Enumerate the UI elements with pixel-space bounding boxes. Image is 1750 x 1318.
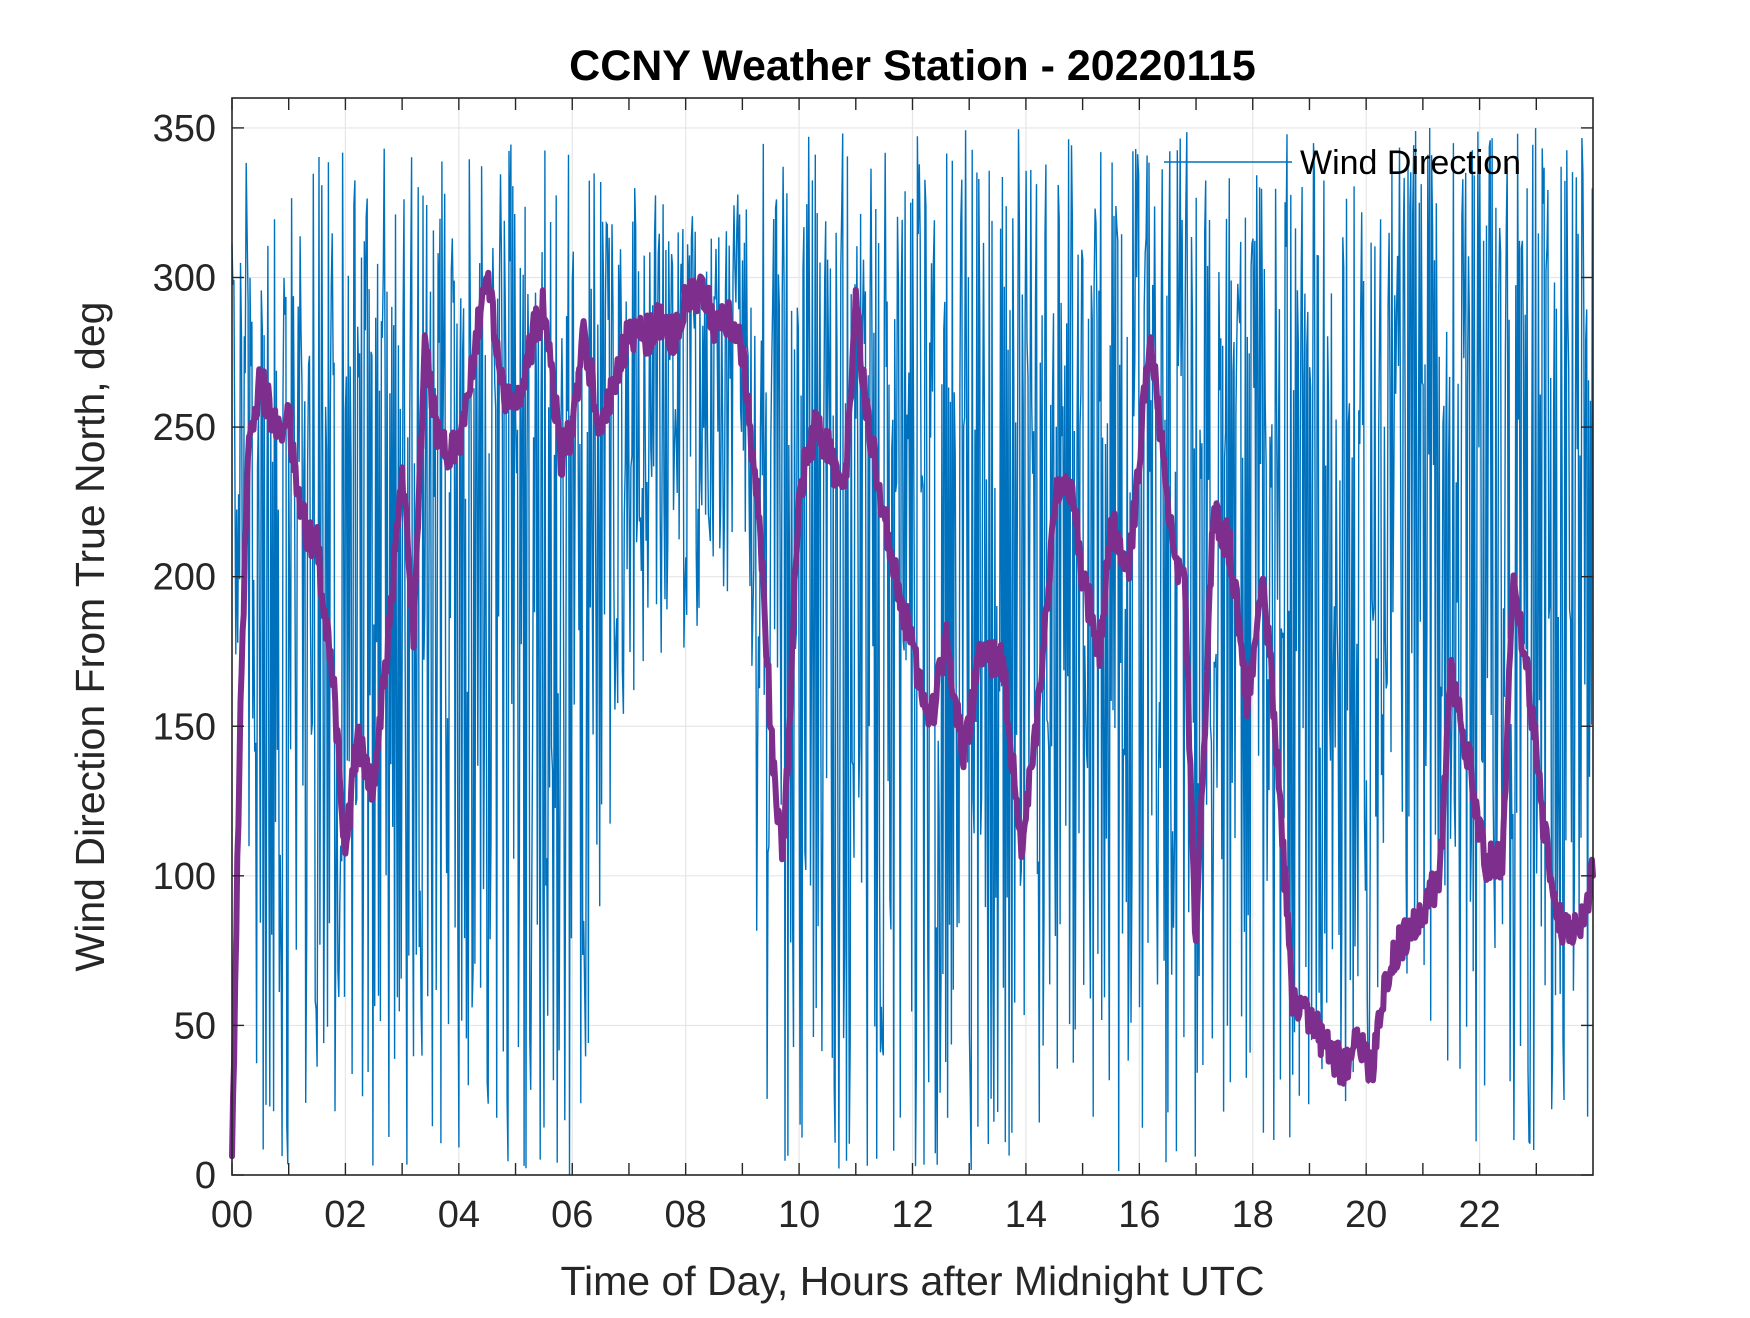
x-tick-label-0: 00 [211, 1194, 253, 1236]
y-tick-label-3: 150 [153, 706, 216, 748]
legend-label-wind-direction: Wind Direction [1300, 144, 1521, 182]
x-axis-title: Time of Day, Hours after Midnight UTC [560, 1258, 1264, 1304]
y-axis-title: Wind Direction From True North, deg [67, 302, 113, 972]
raw-series-layer [231, 127, 1594, 1175]
axis-ticks [231, 98, 1593, 1176]
y-tick-label-0: 0 [195, 1155, 216, 1197]
x-axis-tick-labels: 00 02 04 06 08 10 12 14 16 18 20 22 [211, 1194, 1501, 1236]
x-tick-label-7: 14 [1005, 1194, 1047, 1236]
y-tick-label-4: 200 [153, 557, 216, 599]
y-axis-tick-labels: 0 50 100 150 200 250 300 350 [153, 108, 216, 1197]
x-tick-label-5: 10 [778, 1194, 820, 1236]
x-tick-label-10: 20 [1345, 1194, 1387, 1236]
x-tick-label-3: 06 [551, 1194, 593, 1236]
y-tick-label-2: 100 [153, 856, 216, 898]
x-tick-label-2: 04 [438, 1194, 480, 1236]
legend: Wind Direction [1164, 144, 1521, 182]
x-tick-label-1: 02 [324, 1194, 366, 1236]
y-tick-label-5: 250 [153, 407, 216, 449]
series-line-smoothed-wind-direction [229, 269, 1596, 1160]
series-line-wind-direction [231, 127, 1594, 1175]
smoothed-series-layer [229, 269, 1596, 1160]
y-tick-label-1: 50 [174, 1005, 216, 1047]
x-tick-label-9: 18 [1232, 1194, 1274, 1236]
x-tick-label-6: 12 [891, 1194, 933, 1236]
x-tick-label-4: 08 [665, 1194, 707, 1236]
y-tick-label-7: 350 [153, 108, 216, 150]
chart-title: CCNY Weather Station - 20220115 [569, 42, 1256, 90]
x-tick-label-11: 22 [1458, 1194, 1500, 1236]
y-tick-label-6: 300 [153, 258, 216, 300]
x-tick-label-8: 16 [1118, 1194, 1160, 1236]
